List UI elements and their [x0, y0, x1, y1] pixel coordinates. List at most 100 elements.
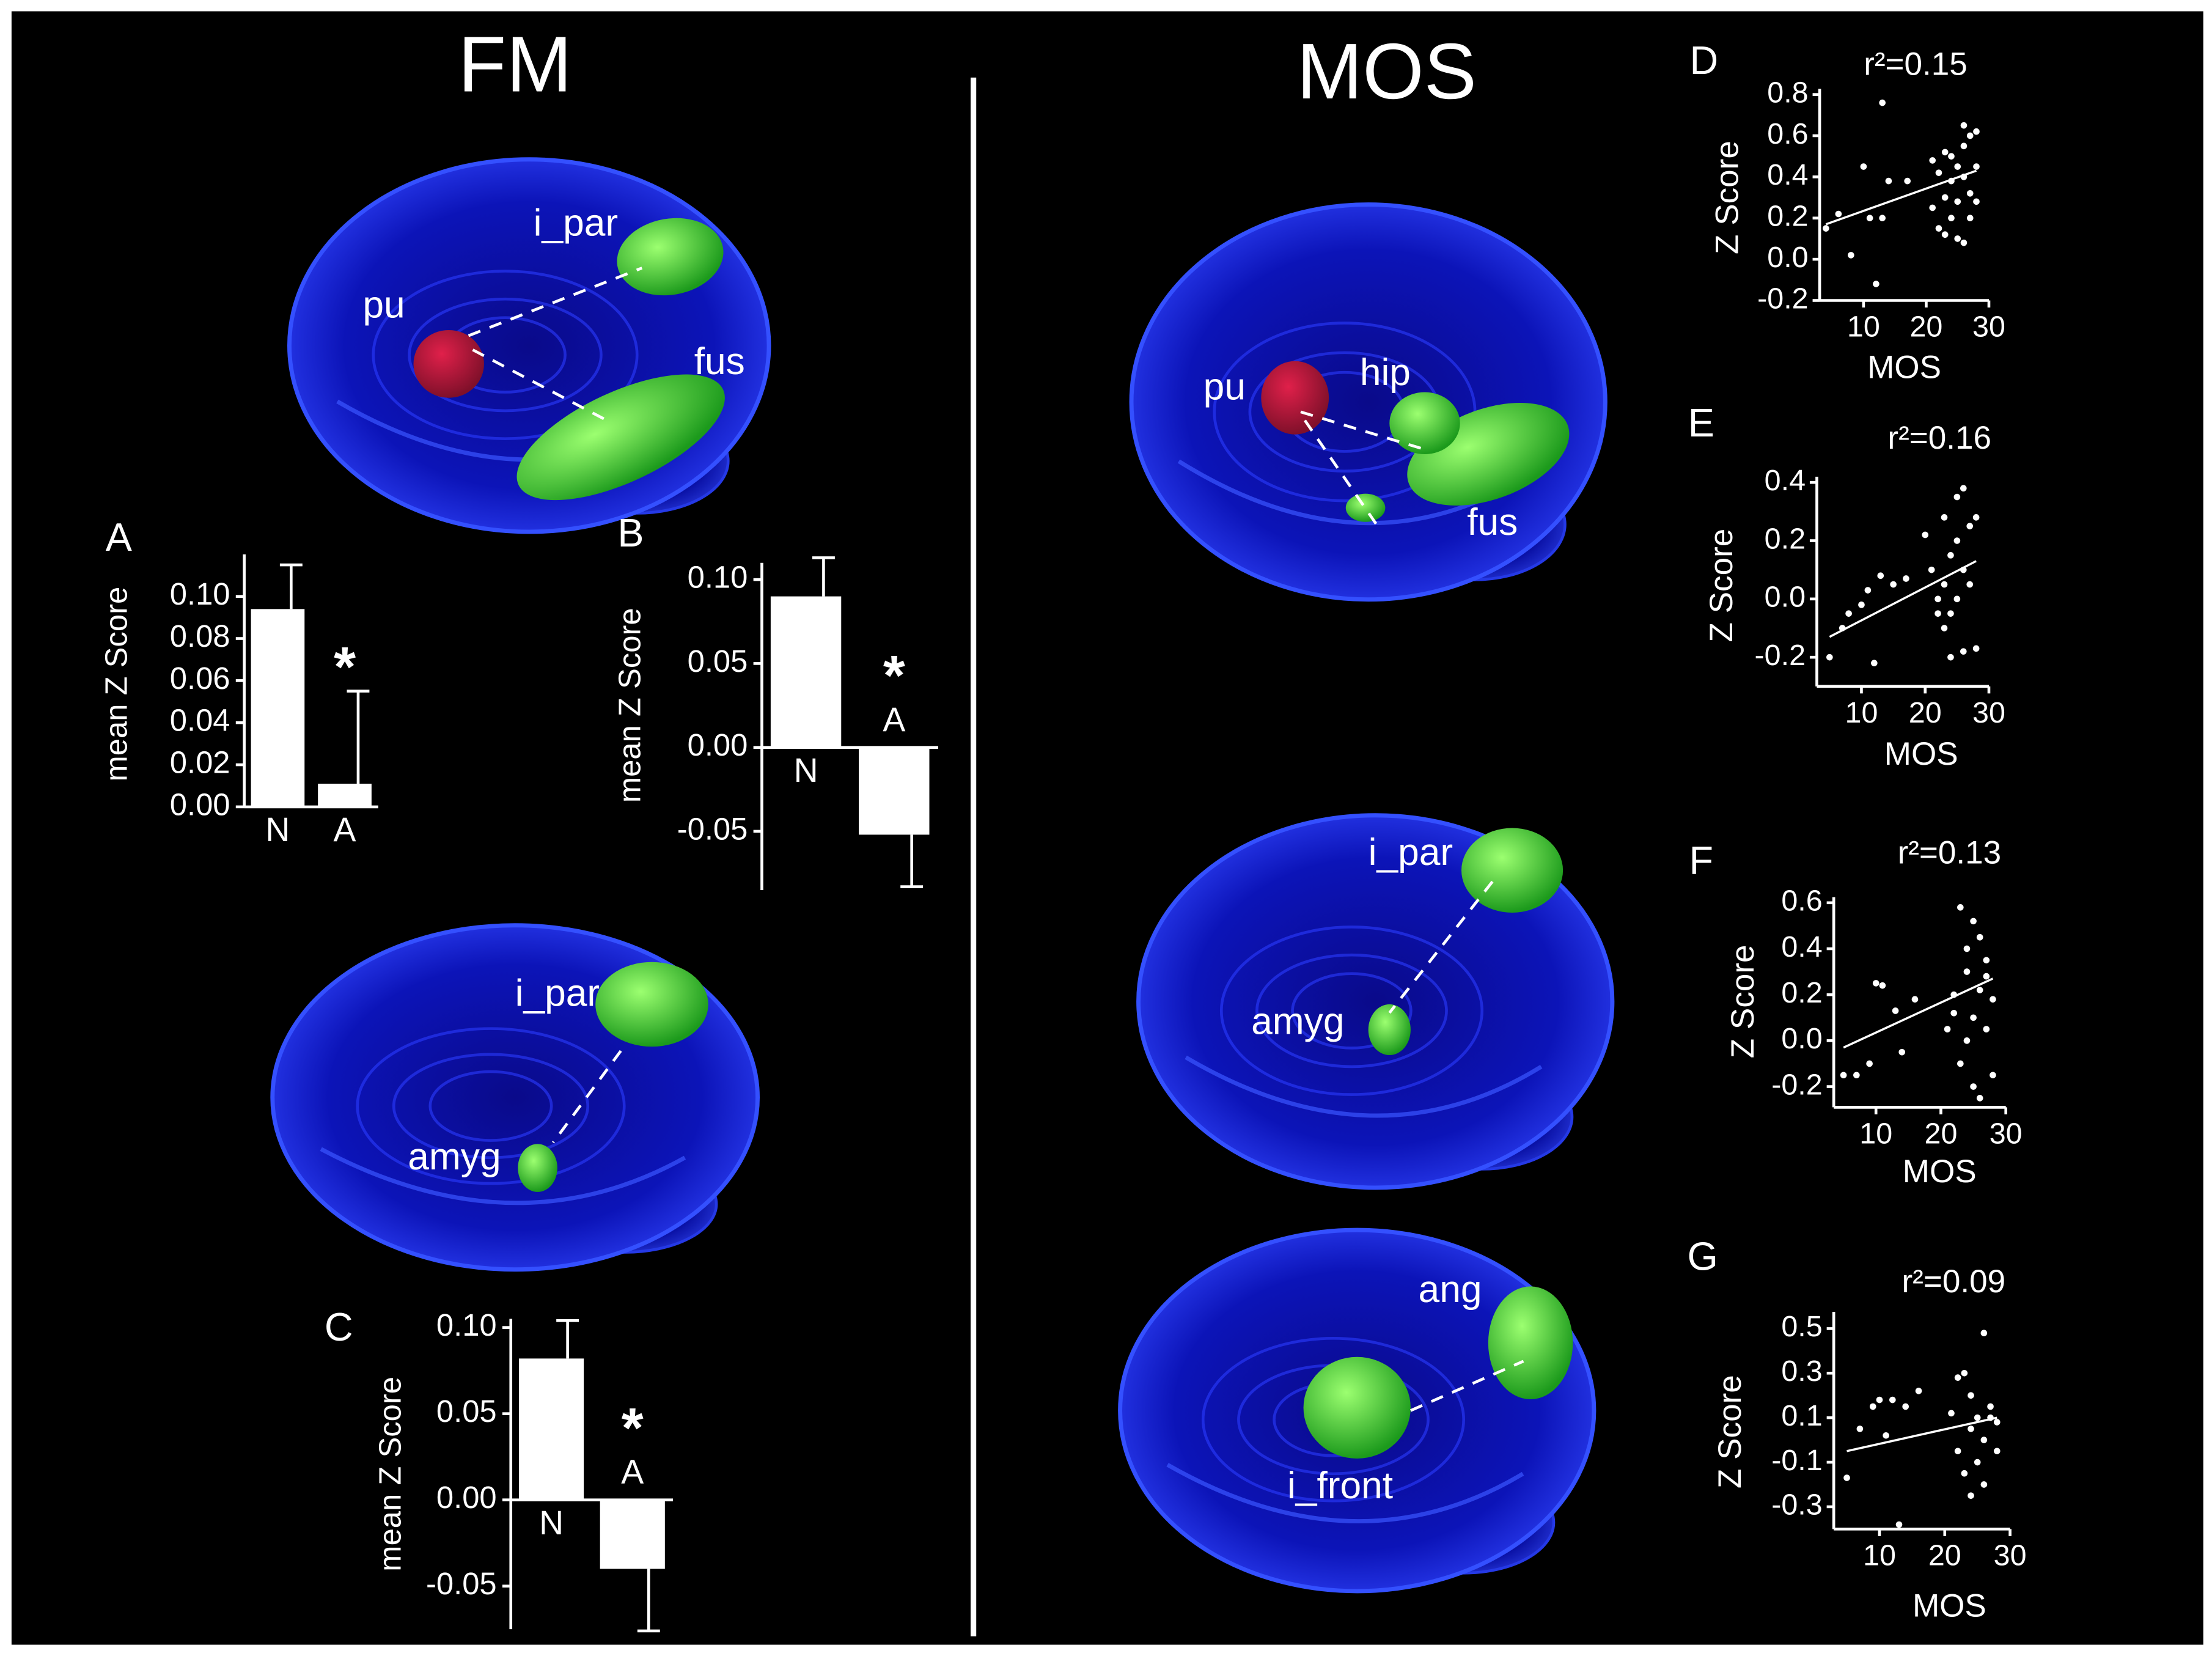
point: [1966, 523, 1974, 529]
brain: [1129, 202, 1608, 602]
x-axis-label: MOS: [1884, 736, 1958, 772]
heading: MOS: [1297, 28, 1477, 116]
y-tick-label: -0.2: [1755, 639, 1806, 672]
point: [1957, 1060, 1964, 1067]
point: [1980, 1330, 1988, 1337]
region-green: [1303, 1356, 1411, 1459]
point: [1960, 485, 1967, 492]
bar: [519, 1358, 584, 1500]
point: [1856, 1426, 1864, 1432]
brain-fold: [1291, 972, 1413, 1050]
y-tick-label: -0.05: [426, 1566, 497, 1601]
panel-letter: B: [617, 511, 644, 555]
region-green: [1368, 1004, 1411, 1056]
region-label: ang: [1419, 1268, 1482, 1311]
y-tick-label: 0.4: [1767, 158, 1808, 191]
point: [1970, 1014, 1977, 1021]
x-tick-label: 30: [1990, 1117, 2023, 1150]
point: [1948, 215, 1955, 222]
y-tick-label: -0.05: [677, 811, 748, 846]
connection: [468, 267, 643, 337]
y-tick-label: 0.10: [170, 576, 230, 611]
y-tick-label: 0.0: [1767, 241, 1808, 274]
point: [1866, 215, 1873, 222]
bar: [859, 747, 930, 835]
point: [1915, 1388, 1922, 1394]
point: [1941, 231, 1949, 238]
point: [1966, 132, 1974, 139]
point: [1960, 122, 1968, 129]
fit-line: [1846, 1416, 1997, 1452]
point: [1889, 1396, 1896, 1404]
y-tick-label: 0.02: [170, 745, 230, 779]
point: [1993, 1448, 2001, 1455]
y-tick-label: 0.05: [688, 644, 748, 679]
brain-fold: [1185, 1055, 1543, 1118]
point: [1903, 575, 1909, 582]
point: [1885, 177, 1892, 185]
x-tick-label: 30: [1972, 310, 2005, 343]
region-green: [1345, 493, 1386, 522]
x-axis-label: MOS: [1913, 1588, 1986, 1624]
point: [1941, 625, 1948, 631]
y-tick-label: 0.08: [170, 619, 230, 653]
region-green: [516, 374, 725, 501]
region-label: fus: [1467, 501, 1518, 543]
brain-fold: [1219, 926, 1483, 1096]
point: [1957, 904, 1964, 911]
x-tick-label: 20: [1928, 1539, 1961, 1572]
point: [1983, 957, 1990, 964]
brain-fold: [356, 1027, 626, 1185]
connection: [1409, 1360, 1524, 1412]
x-axis-label: MOS: [1867, 350, 1941, 386]
brain-fold: [1166, 1463, 1524, 1523]
region-label: i_par: [515, 973, 600, 1015]
x-tick-label: 10: [1863, 1539, 1896, 1572]
point: [1976, 987, 1983, 993]
y-tick-label: 0.00: [436, 1480, 497, 1515]
point: [1973, 128, 1980, 135]
point: [1990, 1072, 1996, 1079]
point: [1941, 581, 1948, 588]
point: [1869, 1403, 1876, 1410]
point: [1970, 918, 1977, 925]
point: [1961, 1470, 1968, 1477]
region-label: amyg: [408, 1136, 501, 1178]
point: [1944, 1026, 1951, 1032]
x-tick-label: 20: [1909, 696, 1942, 729]
brain-fold: [408, 297, 603, 413]
point: [1954, 1374, 1961, 1381]
region-label: i_par: [534, 202, 619, 245]
point: [1954, 198, 1961, 205]
point: [1968, 1492, 1974, 1499]
point: [1941, 514, 1948, 521]
point: [1892, 1007, 1899, 1014]
x-axis-label: MOS: [1903, 1154, 1977, 1190]
point: [1860, 163, 1867, 170]
point: [1823, 225, 1829, 232]
point: [1972, 645, 1980, 652]
point: [1895, 1521, 1903, 1528]
x-tick-label: 30: [1994, 1539, 2027, 1572]
point: [1935, 595, 1941, 603]
point: [1843, 1474, 1850, 1481]
point: [1953, 595, 1961, 603]
point: [1966, 190, 1974, 197]
point: [1879, 215, 1886, 222]
y-tick-label: 0.4: [1781, 930, 1822, 963]
point: [1858, 602, 1865, 608]
y-tick-label: 0.3: [1781, 1355, 1822, 1388]
point: [1853, 1072, 1860, 1079]
point: [1966, 581, 1974, 588]
y-tick-label: 0.0: [1781, 1022, 1822, 1055]
y-tick-label: 0.2: [1765, 522, 1806, 555]
point: [1973, 163, 1980, 170]
point: [1866, 1060, 1873, 1067]
point: [1876, 1396, 1883, 1404]
point: [1871, 660, 1878, 667]
heading: FM: [458, 20, 572, 108]
point: [1883, 1432, 1889, 1439]
y-tick-label: 0.05: [436, 1394, 497, 1429]
region-green: [1389, 392, 1460, 455]
